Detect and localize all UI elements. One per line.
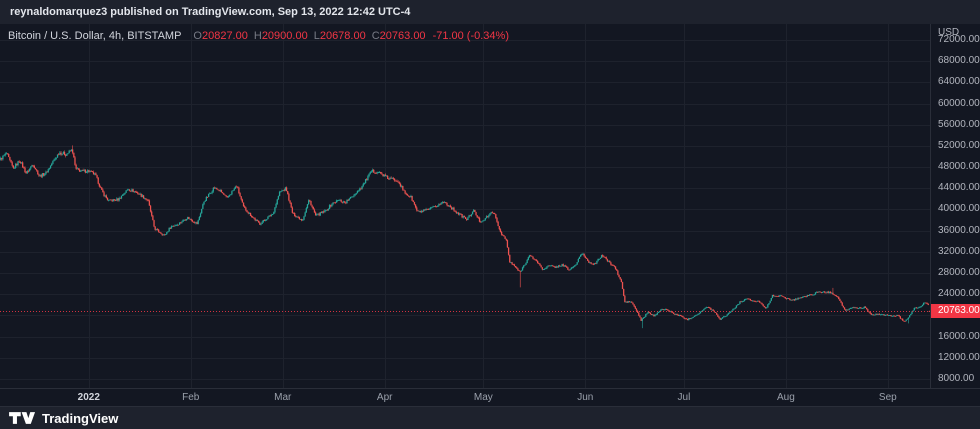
open-value: 20827.00 [201, 30, 248, 42]
price-tick-label: 52000.00 [938, 139, 980, 151]
price-tick-label: 48000.00 [938, 161, 980, 173]
price-tick-label: 68000.00 [938, 55, 980, 67]
time-tick-label: Sep [878, 392, 897, 403]
price-tick-label: 40000.00 [938, 203, 980, 215]
current-price-value: 20763.00 [938, 305, 980, 317]
time-axis[interactable]: 2022 Feb Mar Apr May Jun Jul Aug Sep [0, 388, 980, 406]
high-label: H [253, 30, 262, 42]
change-value: -71.00 (-0.34%) [432, 30, 509, 42]
time-tick-label: May [473, 392, 493, 403]
time-tick-label: Jul [677, 392, 691, 403]
price-tick-label: 64000.00 [938, 76, 980, 88]
high-value: 20900.00 [261, 30, 308, 42]
price-tick-label: 16000.00 [938, 330, 980, 342]
price-tick-label: 8000.00 [938, 372, 975, 384]
candlestick-chart-canvas[interactable] [0, 24, 930, 388]
price-tick-label: 60000.00 [938, 97, 980, 109]
tradingview-brand-link[interactable]: TradingView [9, 411, 118, 426]
price-tick-label: 56000.00 [938, 118, 980, 130]
time-tick-label: Feb [182, 392, 200, 403]
time-tick-label: Jun [577, 392, 594, 403]
time-tick-label: Aug [776, 392, 795, 403]
close-label: C [371, 30, 380, 42]
close-value: 20763.00 [379, 30, 426, 42]
time-tick-label: Mar [274, 392, 292, 403]
price-tick-label: 44000.00 [938, 182, 980, 194]
open-label: O [193, 30, 202, 42]
price-axis[interactable]: USD 20763.00 72000.00 68000.00 64000.00 600… [930, 24, 980, 388]
chart-plot-area[interactable]: Bitcoin / U.S. Dollar, 4h, BITSTAMP O2082… [0, 24, 930, 388]
symbol-description[interactable]: Bitcoin / U.S. Dollar, 4h, BITSTAMP [8, 30, 182, 42]
publish-header: reynaldomarquez3 published on TradingVie… [0, 0, 980, 24]
price-tick-label: 36000.00 [938, 224, 980, 236]
low-value: 20678.00 [319, 30, 366, 42]
footer-bar: TradingView [0, 406, 980, 429]
price-tick-label: 28000.00 [938, 267, 980, 279]
tradingview-wordmark: TradingView [42, 410, 119, 426]
low-label: L [313, 30, 320, 42]
publish-info-text: reynaldomarquez3 published on TradingVie… [10, 6, 411, 18]
price-axis-unit-label: USD [938, 27, 960, 38]
symbol-legend[interactable]: Bitcoin / U.S. Dollar, 4h, BITSTAMP O2082… [8, 29, 509, 43]
price-tick-label: 72000.00 [938, 33, 980, 45]
current-price-badge: 20763.00 [931, 304, 980, 319]
price-tick-label: 12000.00 [938, 351, 980, 363]
price-tick-label: 24000.00 [938, 288, 980, 300]
time-tick-label: 2022 [77, 392, 100, 403]
tradingview-logo-icon [9, 412, 36, 424]
time-tick-label: Apr [376, 392, 393, 403]
price-tick-label: 32000.00 [938, 245, 980, 257]
